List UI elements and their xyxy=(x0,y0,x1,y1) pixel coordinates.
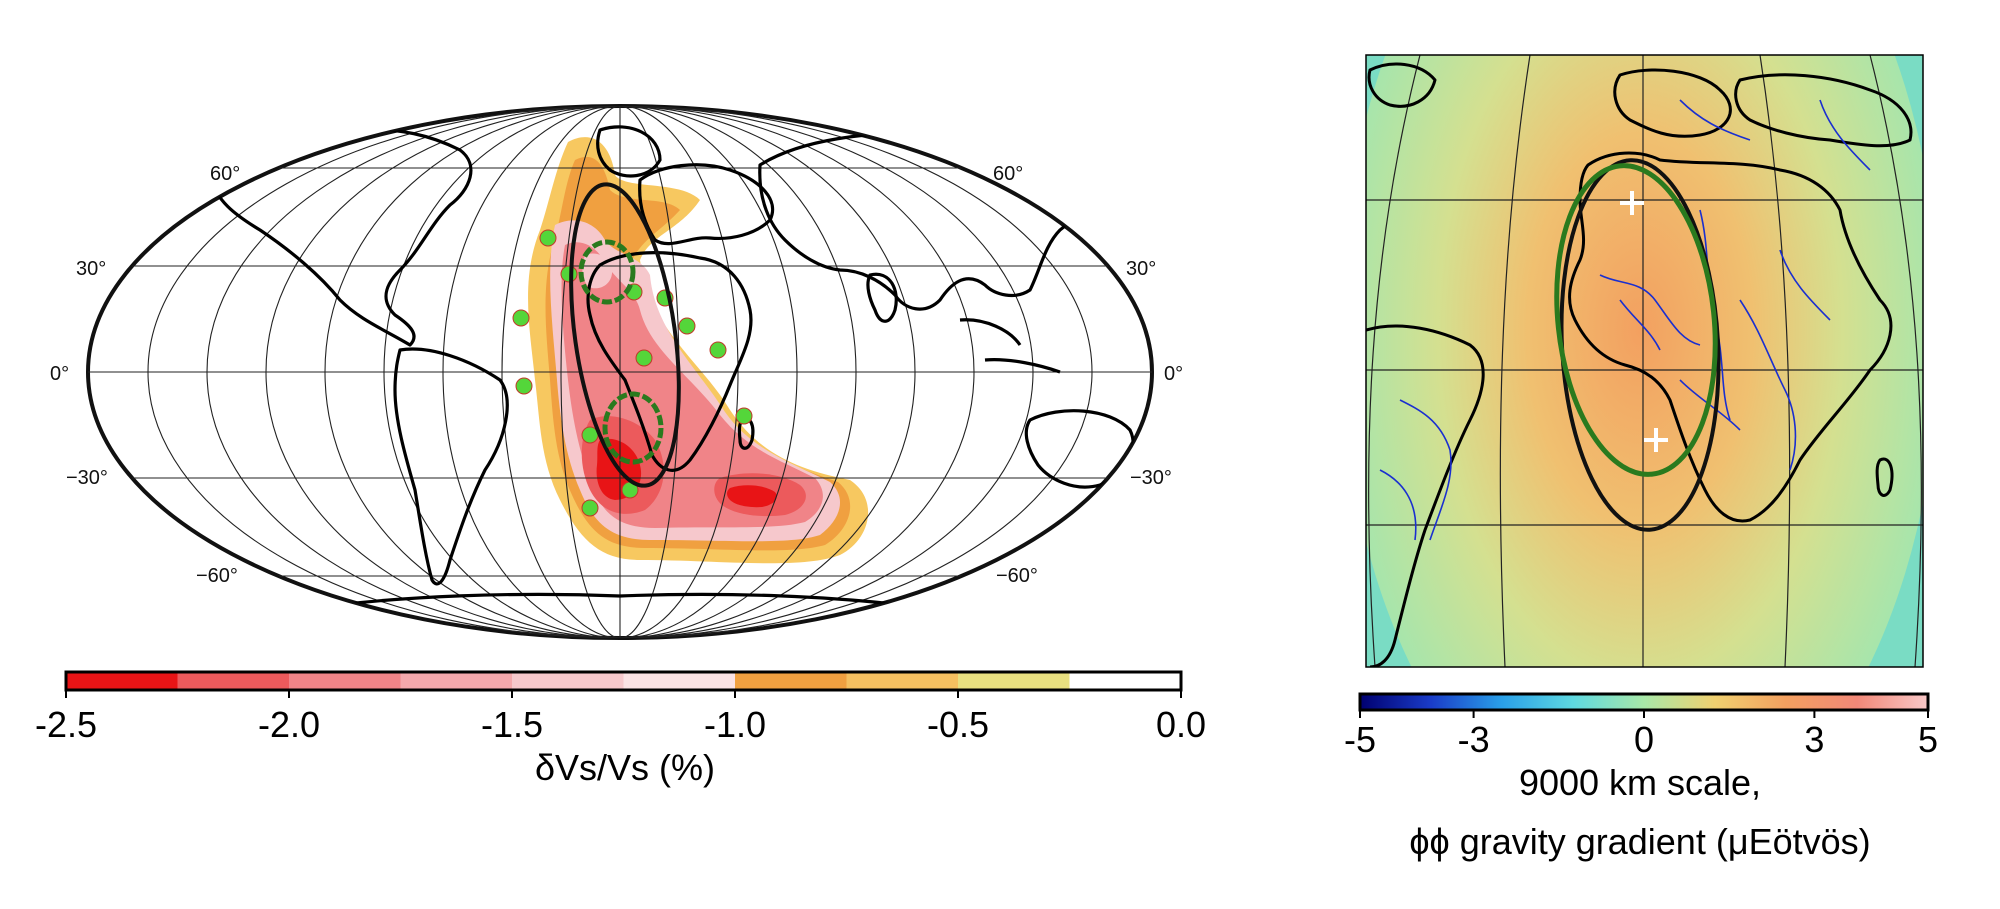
black-ellipse xyxy=(569,182,681,488)
green-ellipse-north xyxy=(578,239,636,305)
coastlines xyxy=(208,119,1135,612)
hotspot-marker xyxy=(581,499,599,517)
hotspot-marker xyxy=(539,229,557,247)
left-colorbar-tick-label: -2.0 xyxy=(258,704,320,745)
hotspot-marker xyxy=(512,309,530,327)
left-colorbar-tick-label: -0.5 xyxy=(927,704,989,745)
lat-label-60n-right: 60° xyxy=(993,163,1023,185)
lat-label-30n-left: 30° xyxy=(76,258,106,280)
lat-label-60s-right: −60° xyxy=(996,565,1038,587)
left-colorbar-block xyxy=(846,672,959,690)
lat-label-30s-right: −30° xyxy=(1130,467,1172,489)
left-colorbar-tick-label: 0.0 xyxy=(1156,704,1206,745)
hotspot-marker xyxy=(515,377,533,395)
left-colorbar-label: δVs/Vs (%) xyxy=(535,747,715,788)
hotspot-markers xyxy=(512,229,753,517)
lat-label-60s-left: −60° xyxy=(196,565,238,587)
left-colorbar: -2.5 -2.0 -1.5 -1.0 -0.5 0.0 δVs/Vs (%) xyxy=(35,670,1206,788)
lat-label-0-right: 0° xyxy=(1164,363,1183,385)
lat-label-0-left: 0° xyxy=(50,363,69,385)
hotspot-marker xyxy=(678,317,696,335)
green-ellipse-south xyxy=(602,391,664,465)
left-colorbar-tick-label: -2.5 xyxy=(35,704,97,745)
left-colorbar-block xyxy=(66,672,178,690)
hotspot-marker xyxy=(735,407,753,425)
left-colorbar-tick-label: -1.0 xyxy=(704,704,766,745)
lat-label-30s-left: −30° xyxy=(66,467,108,489)
left-colorbar-block xyxy=(289,672,401,690)
left-colorbar-block xyxy=(623,672,736,690)
left-colorbar-block xyxy=(1069,672,1182,690)
left-colorbar-block xyxy=(735,672,847,690)
lat-label-30n-right: 30° xyxy=(1126,258,1156,280)
left-colorbar-block xyxy=(177,672,290,690)
hotspot-marker xyxy=(635,349,653,367)
hotspot-marker xyxy=(709,341,727,359)
lat-label-60n-left: 60° xyxy=(210,163,240,185)
left-colorbar-block xyxy=(958,672,1070,690)
left-colorbar-block xyxy=(400,672,513,690)
left-colorbar-tick-label: -1.5 xyxy=(481,704,543,745)
left-colorbar-block xyxy=(512,672,624,690)
